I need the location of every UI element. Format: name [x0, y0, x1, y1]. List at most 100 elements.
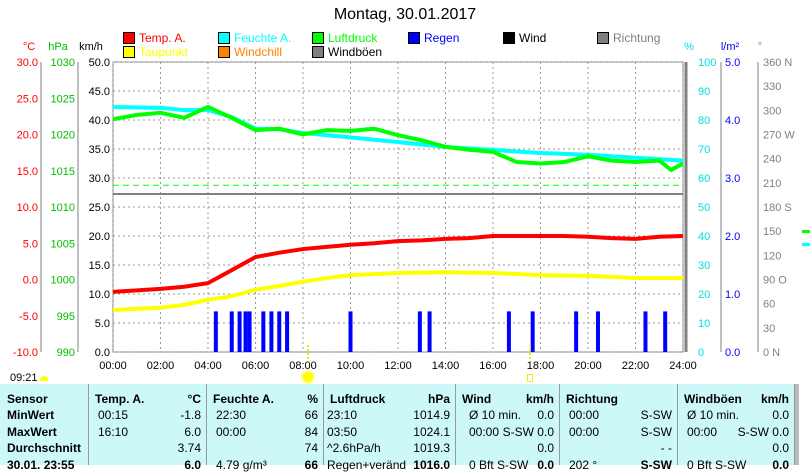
legend-label: Temp. A.	[139, 31, 186, 45]
humidity-tick-label: 50	[698, 202, 710, 214]
table-cell: km/h	[760, 392, 789, 406]
rain-bar	[269, 311, 274, 352]
legend-item: Temp. A.	[123, 31, 186, 45]
wind-tick-label: 0.0	[95, 347, 110, 359]
rain-bar	[574, 311, 579, 352]
series-line-feuchtea	[112, 104, 684, 163]
table-cell: 03:50	[327, 424, 358, 439]
humidity-tick-label: 40	[698, 231, 710, 243]
pressure-tick-label: 1020	[51, 130, 75, 142]
x-tick-label: 20:00	[574, 360, 602, 372]
direction-tick-label: 360 N	[763, 57, 792, 69]
wind-tick-label: 45.0	[89, 86, 110, 98]
humidity-tick-label: 20	[698, 289, 710, 301]
direction-tick-label: 120	[763, 250, 781, 262]
x-tick-label: 02:00	[147, 360, 175, 372]
rain-tick-label: 3.0	[725, 173, 740, 185]
sunrise-icon	[40, 376, 48, 381]
legend-swatch	[218, 46, 230, 58]
pressure-tick-label: 1025	[51, 93, 75, 105]
rain-bar	[348, 311, 353, 352]
rain-bar	[530, 311, 535, 352]
rain-tick-label: 5.0	[725, 57, 740, 69]
legend-label: Luftdruck	[328, 31, 378, 45]
legend-item: Regen	[408, 31, 459, 45]
table-cell: 1024.1	[413, 424, 450, 439]
x-tick-label: 22:00	[622, 360, 650, 372]
direction-tick-label: 60	[763, 299, 775, 311]
direction-tick-label: 90 O	[763, 275, 787, 287]
pressure-tick-label: 1030	[51, 57, 75, 69]
table-cell: 00:00	[569, 424, 600, 439]
legend-swatch	[597, 32, 609, 44]
legend-swatch	[123, 32, 135, 44]
direction-tick-label: 330	[763, 81, 781, 93]
table-cell: Temp. A.	[95, 392, 145, 406]
table-cell: MaxWert	[7, 424, 57, 439]
table-cell: 84	[304, 424, 318, 439]
legend-item: Richtung	[597, 31, 660, 45]
legend-label: Windchill	[234, 45, 283, 59]
table-cell: 1019.3	[413, 441, 450, 455]
table-cell: 66	[304, 408, 318, 422]
legend-swatch	[503, 32, 515, 44]
column-divider	[794, 384, 795, 465]
column-divider	[455, 384, 456, 465]
table-cell: 23:10	[327, 408, 358, 422]
humidity-tick-label: 100	[698, 57, 716, 69]
table-cell: Sensor	[7, 392, 48, 406]
humidity-tick-label: 80	[698, 115, 710, 127]
x-tick-label: 18:00	[527, 360, 555, 372]
table-cell: %	[307, 392, 318, 406]
table-cell: Luftdruck	[330, 392, 386, 406]
rain-bar	[595, 311, 600, 352]
table-cell: 6.0	[184, 424, 201, 439]
rain-bar	[261, 311, 266, 352]
temp-tick-label: 20.0	[17, 130, 38, 142]
temp-tick-label: 30.0	[17, 57, 38, 69]
legend-item: Taupunkt	[123, 45, 188, 59]
temp-tick-label: 15.0	[17, 166, 38, 178]
table-cell: 22:30	[216, 408, 247, 422]
legend-swatch	[312, 32, 324, 44]
axis-unit-label: °C	[23, 41, 35, 53]
direction-tick-label: 30	[763, 323, 775, 335]
pressure-tick-label: 1000	[51, 275, 75, 287]
x-tick-label: 00:00	[99, 360, 127, 372]
direction-tick-label: 270 W	[763, 130, 795, 142]
legend-label: Taupunkt	[139, 45, 188, 59]
table-cell: 00:00	[216, 424, 247, 439]
direction-tick-label: 300	[763, 105, 781, 117]
column-divider	[323, 384, 324, 465]
column-divider	[88, 384, 89, 465]
table-cell: hPa	[427, 392, 450, 406]
rain-bar	[506, 311, 511, 352]
wind-tick-label: 10.0	[89, 289, 110, 301]
legend-label: Richtung	[613, 31, 661, 45]
series-line-luftdruck	[112, 104, 684, 173]
legend-swatch	[312, 46, 324, 58]
temp-tick-label: 25.0	[17, 93, 38, 105]
rain-bar	[277, 311, 282, 352]
rain-bar	[243, 311, 248, 352]
table-cell: 0.0	[772, 408, 789, 422]
temp-tick-label: -10.0	[13, 347, 38, 359]
x-tick-label: 08:00	[289, 360, 317, 372]
direction-tick-label: 240	[763, 154, 781, 166]
pressure-tick-label: 1010	[51, 202, 75, 214]
legend-label: Wind	[519, 31, 547, 45]
x-tick-label: 06:00	[242, 360, 270, 372]
rain-tick-label: 2.0	[725, 231, 740, 243]
side-humidity-mark	[802, 230, 810, 233]
legend-swatch	[408, 32, 420, 44]
temp-tick-label: 0.0	[23, 275, 38, 287]
table-cell: ^2.6hPa/h	[327, 441, 381, 455]
table-cell: km/h	[525, 392, 554, 406]
column-divider	[559, 384, 560, 465]
table-cell: 3.74	[177, 441, 201, 455]
series-line-tempa	[112, 234, 684, 294]
x-tick-label: 10:00	[337, 360, 365, 372]
scrollbar[interactable]	[795, 384, 799, 465]
table-cell: Ø 10 min.	[687, 408, 740, 422]
axis-unit-label: l/m²	[721, 41, 740, 53]
